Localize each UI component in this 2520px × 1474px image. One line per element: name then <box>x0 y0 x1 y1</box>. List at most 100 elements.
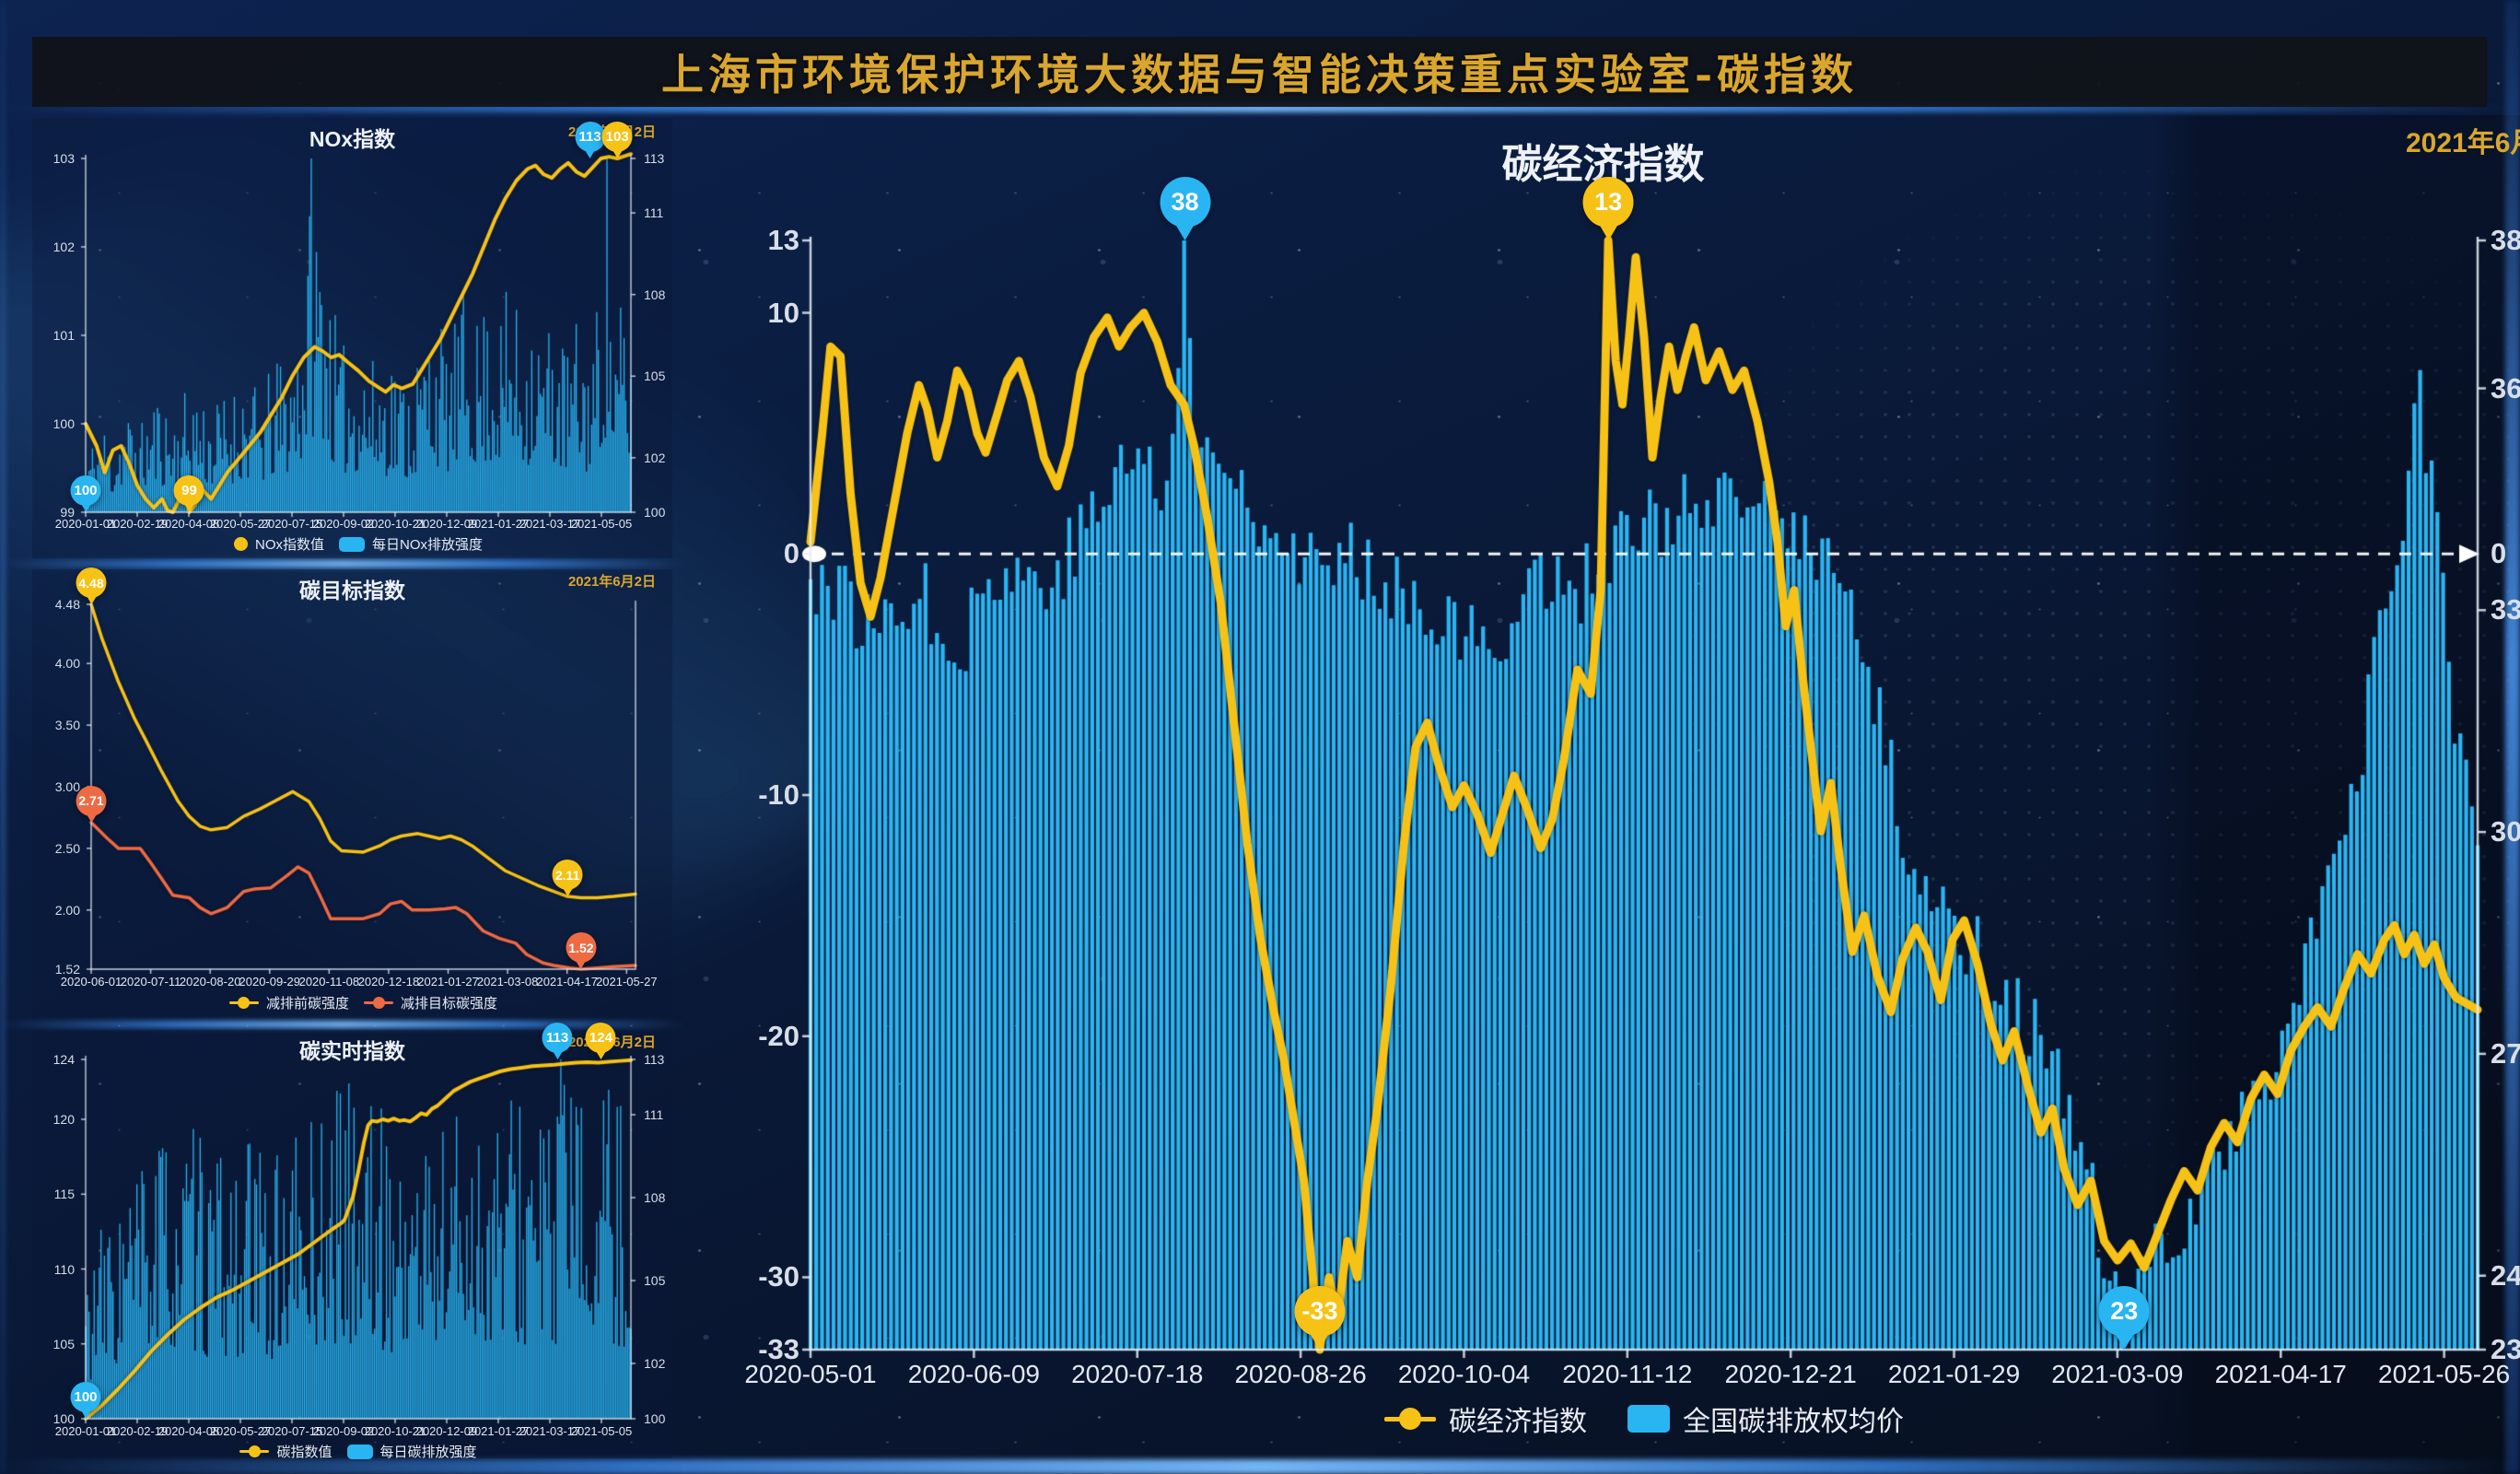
legend-label: 减排前碳强度 <box>265 996 349 1012</box>
y-axis-tick-label: 102 <box>52 240 75 254</box>
y-axis-right-tick-label: 102 <box>644 1356 666 1371</box>
y-axis-tick-label: 3.50 <box>54 718 80 733</box>
x-axis-tick-label: 2021-01-27 <box>467 517 530 531</box>
y-axis-tick-label: -30 <box>758 1260 799 1293</box>
x-axis-tick-label: 2020-07-18 <box>1071 1360 1204 1388</box>
y-axis-tick-label: 13 <box>767 224 799 256</box>
x-axis-tick-label: 2020-09-02 <box>312 517 375 531</box>
x-axis-tick-label: 2020-06-09 <box>907 1360 1040 1388</box>
x-axis-tick-label: 2021-05-05 <box>570 517 633 531</box>
y-axis-right-tick-label: 105 <box>644 1273 666 1288</box>
legend-item-全国碳排放权均价[interactable]: 全国碳排放权均价 <box>1628 1398 1904 1439</box>
legend-item-减排前碳强度[interactable]: 减排前碳强度 <box>228 993 349 1012</box>
divider-glow-panel2 <box>0 1021 686 1028</box>
x-axis-tick-label: 2020-11-08 <box>298 975 360 989</box>
x-axis-tick-label: 2021-01-29 <box>1887 1360 2021 1388</box>
y-axis-tick-label: 0 <box>783 537 799 570</box>
y-axis-right-tick-label: 100 <box>644 1411 666 1426</box>
target-legend: 减排前碳强度 减排目标碳强度 <box>91 993 636 1012</box>
y-axis-tick-label: 2.50 <box>54 840 80 856</box>
x-axis-tick-label: 2020-02-19 <box>106 1424 169 1438</box>
y-axis-tick-label: 4.00 <box>54 656 80 672</box>
legend-dot <box>1399 1408 1421 1430</box>
y-axis-tick-label: 105 <box>52 1336 75 1351</box>
legend-label: 碳指数值 <box>276 1445 332 1460</box>
legend-label: NOx指数值 <box>254 537 324 553</box>
y-axis-tick-label: 3.00 <box>54 779 80 794</box>
x-axis-tick-label: 2021-03-17 <box>519 517 581 531</box>
date-label-main: 2021年6月2日 <box>2406 128 2520 158</box>
legend-linedot-symbol <box>1384 1407 1436 1431</box>
x-axis-tick-label: 2020-01-01 <box>54 517 117 531</box>
x-axis-tick-label: 2020-12-18 <box>357 975 420 989</box>
realtime-chart-canvas[interactable] <box>32 1030 672 1458</box>
main-chart-canvas[interactable] <box>686 101 2520 1474</box>
panel-carbon-realtime-index: 碳实时指数 2021年6月2日 124 120 115 110 105 100 113 111… <box>32 1023 672 1461</box>
y-axis-right-tick-label: 38 <box>2491 224 2520 256</box>
x-axis-tick-label: 2020-10-21 <box>364 1424 426 1438</box>
y-axis-tick-label: 100 <box>52 416 75 431</box>
y-axis-right-tick-label: 27 <box>2491 1036 2520 1070</box>
y-axis-right-tick-label: 24 <box>2491 1258 2520 1292</box>
y-axis-right-tick-label: 111 <box>644 205 664 221</box>
realtime-legend: 碳指数值 每日碳排放强度 <box>86 1442 631 1461</box>
header-bar: 上海市环境保护环境大数据与智能决策重点实验室-碳指数 <box>32 37 2487 107</box>
panel-nox-index: NOx指数 2021年6月2日 103 102 101 100 99 113 111 108 1… <box>32 118 672 558</box>
legend-label: 碳经济指数 <box>1449 1407 1587 1437</box>
legend-item-碳经济指数[interactable]: 碳经济指数 <box>1384 1398 1587 1439</box>
legend-dot <box>238 997 251 1009</box>
x-axis-tick-label: 2020-10-04 <box>1397 1360 1531 1388</box>
x-axis-tick-label: 2020-09-29 <box>239 975 301 989</box>
legend-label: 每日NOx排放强度 <box>372 537 484 553</box>
y-axis-tick-label: 1.52 <box>54 962 80 977</box>
y-axis-tick-label: -33 <box>758 1333 799 1365</box>
page-title: 上海市环境保护环境大数据与智能决策重点实验室-碳指数 <box>660 50 1859 99</box>
x-axis-tick-label: 2021-05-26 <box>2377 1360 2511 1388</box>
x-axis-tick-label: 2020-12-09 <box>415 1424 478 1438</box>
y-axis-right-tick-label: 36 <box>2491 371 2520 404</box>
x-axis-tick-label: 2020-11-12 <box>1562 1360 1693 1388</box>
y-axis-right-tick-label: 30 <box>2491 815 2520 848</box>
target-chart-canvas[interactable] <box>32 569 672 1018</box>
legend-item-减排目标碳强度[interactable]: 减排目标碳强度 <box>364 993 497 1012</box>
main-chart-title: 碳经济指数 <box>1501 142 1705 187</box>
panel-title-target: 碳目标指数 <box>299 579 405 602</box>
panel-carbon-economy-index: 碳经济指数 2021年6月2日 13 10 0 -10 -20 -30 -33 38 36 33 3… <box>686 101 2520 1474</box>
x-axis-tick-label: 2020-07-15 <box>261 517 323 531</box>
y-axis-tick-label: 100 <box>52 1411 75 1426</box>
y-axis-right-zero-label: 0 <box>2491 537 2507 570</box>
legend-item-NOx指数值[interactable]: NOx指数值 <box>233 534 324 554</box>
panel-title-realtime: 碳实时指数 <box>299 1039 405 1063</box>
x-axis-tick-label: 2021-04-17 <box>536 975 598 989</box>
x-axis-tick-label: 2021-04-17 <box>2214 1360 2347 1388</box>
y-axis-tick-label: 110 <box>53 1261 75 1277</box>
legend-dot <box>372 997 385 1009</box>
x-axis-tick-label: 2020-01-01 <box>54 1424 117 1438</box>
legend-item-每日NOx排放强度[interactable]: 每日NOx排放强度 <box>339 534 483 554</box>
x-axis-tick-label: 2021-03-09 <box>2051 1360 2184 1388</box>
legend-label: 全国碳排放权均价 <box>1683 1407 1904 1437</box>
legend-item-碳指数值[interactable]: 碳指数值 <box>239 1442 332 1461</box>
x-axis-tick-label: 2020-12-09 <box>415 517 478 531</box>
x-axis-tick-label: 2020-05-27 <box>209 1424 272 1438</box>
y-axis-right-tick-label: 108 <box>644 287 666 302</box>
y-axis-tick-label: 120 <box>52 1112 75 1127</box>
y-axis-tick-label: 101 <box>52 328 75 343</box>
date-label-nox: 2021年6月2日 <box>567 124 656 140</box>
y-axis-right-tick-label: 111 <box>644 1107 664 1122</box>
x-axis-tick-label: 2021-03-08 <box>476 975 539 989</box>
x-axis-tick-label: 2020-12-21 <box>1724 1360 1857 1388</box>
legend-bar-symbol <box>1628 1405 1670 1433</box>
date-label-realtime: 2021年6月2日 <box>567 1035 656 1050</box>
legend-linedot-symbol <box>239 1445 270 1458</box>
x-axis-tick-label: 2021-05-27 <box>596 975 658 989</box>
y-axis-tick-label: 10 <box>767 296 799 329</box>
legend-label: 每日碳排放强度 <box>379 1445 477 1460</box>
nox-chart-canvas[interactable] <box>32 118 672 558</box>
x-axis-tick-label: 2020-07-11 <box>120 975 181 989</box>
legend-linedot-symbol <box>364 996 393 1010</box>
legend-label: 减排目标碳强度 <box>401 996 498 1012</box>
legend-item-每日碳排放强度[interactable]: 每日碳排放强度 <box>346 1442 477 1461</box>
x-axis-tick-label: 2021-01-27 <box>467 1424 530 1438</box>
x-axis-tick-label: 2020-10-21 <box>364 517 426 531</box>
